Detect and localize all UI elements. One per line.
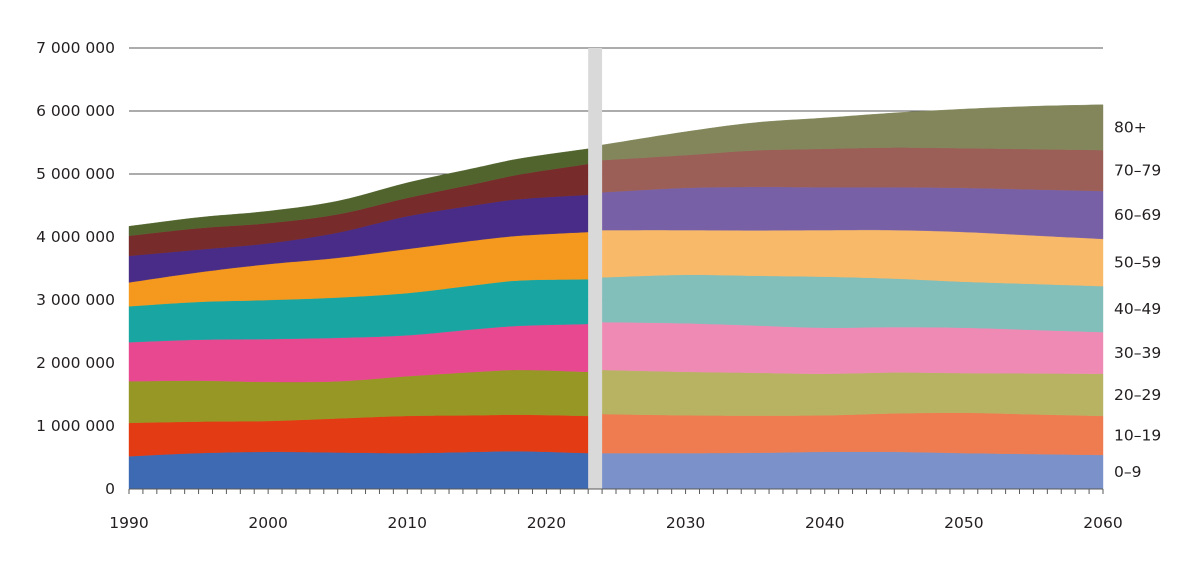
legend-label: 0–9: [1114, 463, 1141, 481]
historical-area-0-9: [128, 451, 589, 490]
y-axis-tick-labels: 0 1 000 000 2 000 000 3 000 000 4 000 000 5 0…: [36, 39, 115, 498]
x-tick-label: 2040: [805, 514, 844, 532]
projection-areas: [601, 104, 1104, 490]
projection-area-0-9: [601, 451, 1104, 490]
y-tick-label: 2 000 000: [36, 354, 115, 372]
y-tick-label: 4 000 000: [36, 228, 115, 246]
legend-label: 60–69: [1114, 206, 1161, 224]
y-tick-label: 6 000 000: [36, 102, 115, 120]
x-axis-tick-labels: 1990 2000 2010 2020 2030 2040 2050 2060: [109, 514, 1122, 532]
legend-label: 70–79: [1114, 162, 1161, 180]
x-tick-label: 2010: [388, 514, 427, 532]
x-tick-label: 2050: [944, 514, 983, 532]
legend-label: 30–39: [1114, 344, 1161, 362]
legend-label: 10–19: [1114, 426, 1161, 444]
legend-label: 20–29: [1114, 386, 1161, 404]
y-tick-label: 7 000 000: [36, 39, 115, 57]
historical-areas: [128, 148, 589, 490]
projection-area-10-19: [601, 412, 1104, 456]
historical-projection-divider: [588, 48, 603, 489]
legend-label: 80+: [1114, 118, 1147, 136]
divider-band: [588, 48, 603, 489]
projection-area-80plus: [601, 104, 1104, 161]
x-tick-label: 2030: [666, 514, 705, 532]
y-tick-label: 0: [105, 480, 115, 498]
y-tick-label: 5 000 000: [36, 165, 115, 183]
projection-area-20-29: [601, 369, 1104, 417]
x-tick-label: 2020: [527, 514, 566, 532]
legend: 0–9 10–19 20–29 30–39 40–49 50–59 60–69 70–79 80…: [1114, 118, 1161, 481]
y-tick-label: 1 000 000: [36, 417, 115, 435]
legend-label: 50–59: [1114, 254, 1161, 272]
x-tick-label: 2060: [1083, 514, 1122, 532]
x-tick-label: 2000: [248, 514, 287, 532]
legend-label: 40–49: [1114, 300, 1161, 318]
x-axis: [128, 488, 1104, 494]
x-tick-label: 1990: [109, 514, 148, 532]
y-tick-label: 3 000 000: [36, 291, 115, 309]
